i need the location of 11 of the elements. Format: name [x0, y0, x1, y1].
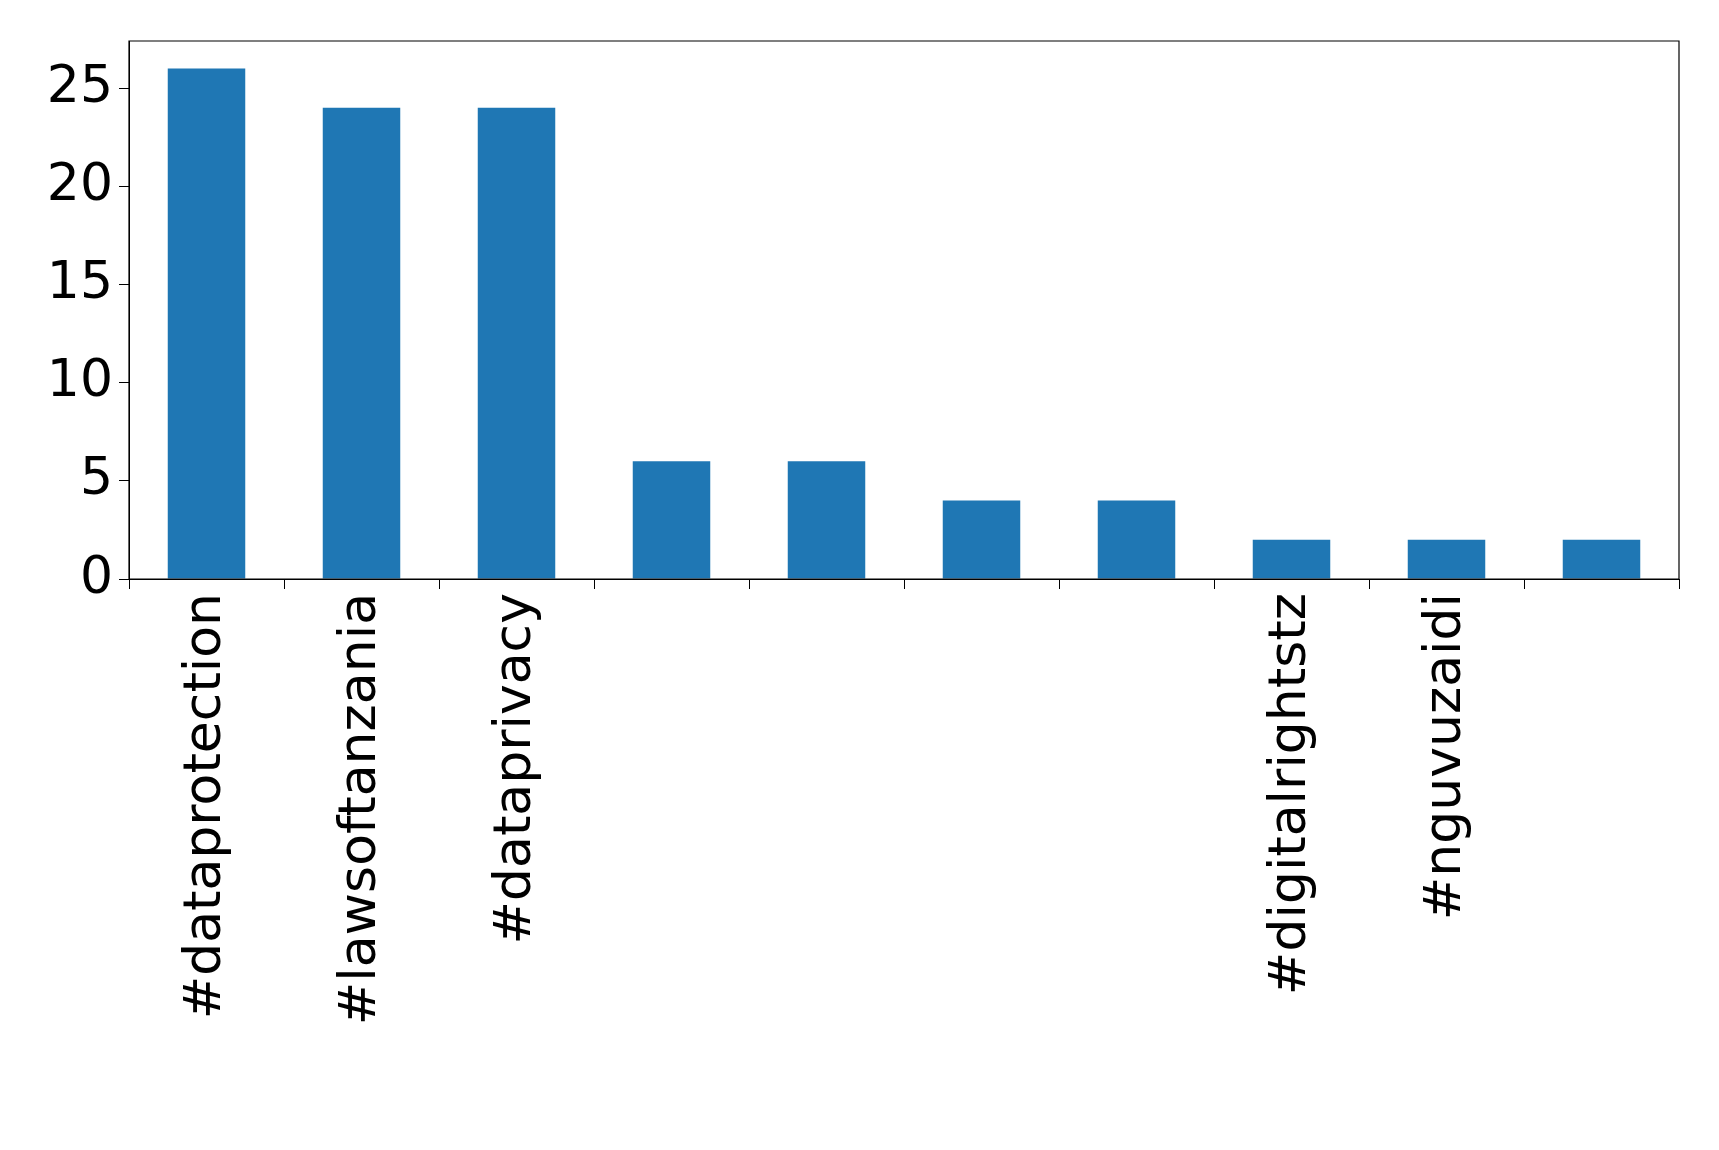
x-tick-label: #dataprivacy [482, 593, 543, 945]
y-tick-label: 25 [46, 53, 113, 114]
y-tick-label: 20 [46, 151, 113, 212]
x-tick-label: #dataprotection [172, 593, 233, 1020]
x-tick-label: #lawsoftanzania [327, 593, 388, 1026]
x-tick-label: #digitalrightstz [1257, 593, 1318, 996]
y-tick-label: 10 [46, 348, 113, 409]
y-tick-label: 5 [79, 446, 113, 507]
x-tick-label: #nguvuzaidi [1412, 593, 1473, 921]
y-tick-label: 0 [79, 544, 113, 605]
y-tick-label: 15 [46, 249, 113, 310]
